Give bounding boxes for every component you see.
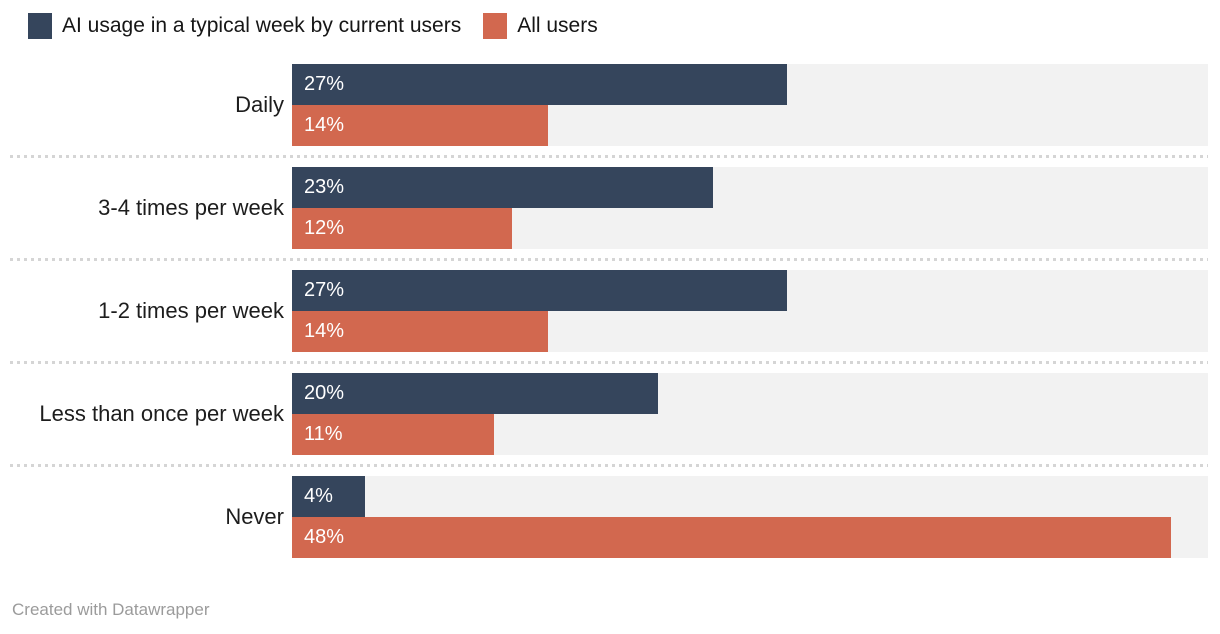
bar-track-all-users: 12% (292, 208, 1208, 249)
datawrapper-credit-link[interactable]: Created with Datawrapper (12, 600, 210, 619)
bar-track-all-users: 14% (292, 105, 1208, 146)
bar-current-users: 20% (292, 373, 659, 414)
bar-group: 27% 14% (292, 270, 1208, 352)
chart-row: Less than once per week 20% 11% (10, 373, 1208, 455)
bar-value-label: 14% (304, 114, 345, 136)
row-divider (10, 249, 1208, 270)
legend-item-current-users: AI usage in a typical week by current us… (28, 13, 461, 39)
bar-value-label: 23% (304, 176, 345, 198)
bar-group: 27% 14% (292, 64, 1208, 146)
bar-value-label: 48% (304, 526, 345, 548)
chart-row: Never 4% 48% (10, 476, 1208, 558)
bar-all-users: 48% (292, 517, 1172, 558)
chart-legend: AI usage in a typical week by current us… (28, 13, 1220, 39)
row-divider (10, 455, 1208, 476)
category-label: Never (225, 504, 284, 529)
bar-all-users: 11% (292, 414, 494, 455)
row-divider (10, 146, 1208, 167)
chart-row: Daily 27% 14% (10, 64, 1208, 146)
bar-group: 4% 48% (292, 476, 1208, 558)
bar-track-all-users: 11% (292, 414, 1208, 455)
legend-item-all-users: All users (483, 13, 598, 39)
bar-value-label: 11% (304, 423, 343, 445)
bar-track-current-users: 4% (292, 476, 1208, 517)
bar-value-label: 27% (304, 73, 345, 95)
bar-all-users: 12% (292, 208, 512, 249)
bar-value-label: 20% (304, 382, 345, 404)
bar-track-current-users: 27% (292, 64, 1208, 105)
bar-value-label: 4% (304, 485, 333, 507)
bar-all-users: 14% (292, 311, 549, 352)
legend-swatch-icon (28, 13, 52, 39)
bar-group: 20% 11% (292, 373, 1208, 455)
bar-track-current-users: 27% (292, 270, 1208, 311)
category-label: 3-4 times per week (98, 195, 284, 220)
bar-value-label: 14% (304, 320, 345, 342)
category-label: Daily (235, 92, 284, 117)
bar-value-label: 12% (304, 217, 345, 239)
legend-item-label: All users (517, 14, 598, 37)
bar-current-users: 27% (292, 64, 787, 105)
legend-swatch-icon (483, 13, 508, 39)
bar-track-current-users: 23% (292, 167, 1208, 208)
bar-track-all-users: 14% (292, 311, 1208, 352)
bar-current-users: 4% (292, 476, 366, 517)
bar-current-users: 27% (292, 270, 787, 311)
chart-rows: Daily 27% 14% 3-4 times per week 23% 12% 1-2 t… (10, 64, 1208, 558)
category-label: 1-2 times per week (98, 298, 284, 323)
legend-item-label: AI usage in a typical week by current us… (62, 14, 462, 37)
chart-row: 3-4 times per week 23% 12% (10, 167, 1208, 249)
bar-current-users: 23% (292, 167, 714, 208)
row-divider (10, 352, 1208, 373)
bar-group: 23% 12% (292, 167, 1208, 249)
bar-track-all-users: 48% (292, 517, 1208, 558)
category-label: Less than once per week (39, 401, 284, 426)
chart-row: 1-2 times per week 27% 14% (10, 270, 1208, 352)
bar-value-label: 27% (304, 279, 345, 301)
bar-all-users: 14% (292, 105, 549, 146)
bar-track-current-users: 20% (292, 373, 1208, 414)
